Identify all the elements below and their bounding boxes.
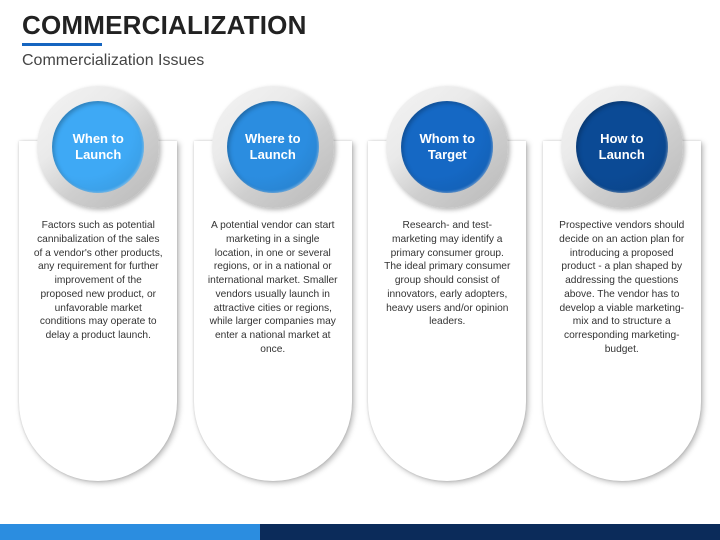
circle-inner: When to Launch	[52, 101, 144, 193]
circle-label: When to Launch	[52, 131, 144, 162]
page-subtitle: Commercialization Issues	[22, 52, 698, 70]
columns-row: Factors such as potential cannibalizatio…	[0, 70, 720, 486]
header: COMMERCIALIZATION Commercialization Issu…	[0, 0, 720, 70]
circle-label: Where to Launch	[227, 131, 319, 162]
title-underline	[22, 43, 102, 46]
circle-inner: How to Launch	[576, 101, 668, 193]
column-how: Prospective vendors should decide on an …	[543, 86, 701, 486]
page-title: COMMERCIALIZATION	[22, 10, 698, 41]
circle-label: Whom to Target	[401, 131, 493, 162]
circle-ring: Whom to Target	[386, 86, 508, 208]
circle-inner: Where to Launch	[227, 101, 319, 193]
slide: COMMERCIALIZATION Commercialization Issu…	[0, 0, 720, 540]
circle-ring: Where to Launch	[212, 86, 334, 208]
pill-text: Research- and test-marketing may identif…	[382, 219, 512, 329]
circle-ring: How to Launch	[561, 86, 683, 208]
circle-ring: When to Launch	[37, 86, 159, 208]
circle-inner: Whom to Target	[401, 101, 493, 193]
column-when: Factors such as potential cannibalizatio…	[19, 86, 177, 486]
footer-accent	[0, 524, 260, 540]
pill-text: Prospective vendors should decide on an …	[557, 219, 687, 357]
column-where: A potential vendor can start marketing i…	[194, 86, 352, 486]
pill-text: A potential vendor can start marketing i…	[208, 219, 338, 357]
circle-label: How to Launch	[576, 131, 668, 162]
column-whom: Research- and test-marketing may identif…	[368, 86, 526, 486]
pill-text: Factors such as potential cannibalizatio…	[33, 219, 163, 343]
